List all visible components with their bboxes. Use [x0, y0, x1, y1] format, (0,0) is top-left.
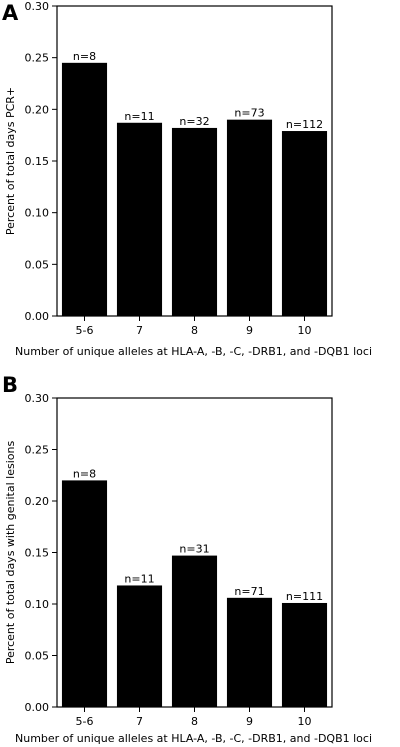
panel-a-bar: [61, 62, 108, 317]
panel-b-xtick-label: 7: [136, 715, 143, 728]
panel-a-ytick-label: 0.15: [25, 155, 50, 168]
panel-b-xtick-label: 10: [298, 715, 312, 728]
panel-a: A 0.00 0.05 0.10 0.15 0.20 0.25 0.30 n=8 5-6 n=11…: [2, 0, 372, 358]
panel-a-label: A: [2, 1, 19, 25]
panel-b-bar-count-label: n=8: [73, 467, 96, 480]
panel-a-bar-count-label: n=8: [73, 50, 96, 63]
panel-b-bar-count-label: n=31: [179, 543, 209, 556]
panel-a-x-axis-title: Number of unique alleles at HLA-A, -B, -…: [15, 345, 372, 358]
panel-b-ytick-label: 0.25: [25, 444, 50, 457]
panel-a-xtick-label: 7: [136, 324, 143, 337]
panel-b-ytick-label: 0.30: [25, 392, 50, 405]
panel-b-ytick-label: 0.15: [25, 547, 50, 560]
panel-a-ytick-label: 0.00: [25, 310, 50, 323]
panel-b-bar: [226, 597, 273, 707]
panel-a-xtick-label: 10: [298, 324, 312, 337]
panel-b-bar: [116, 585, 163, 707]
panel-a-bar: [281, 131, 328, 316]
panel-b-ytick-label: 0.05: [25, 650, 50, 663]
panel-a-xtick-label: 8: [191, 324, 198, 337]
panel-a-ytick-label: 0.05: [25, 258, 50, 271]
panel-a-ytick-label: 0.25: [25, 52, 50, 65]
panel-a-y-axis-title: Percent of total days PCR+: [4, 87, 17, 235]
panel-b-bar: [171, 555, 218, 707]
panel-b-label: B: [2, 373, 18, 397]
panel-b-x-axis-title: Number of unique alleles at HLA-A, -B, -…: [15, 732, 372, 745]
panel-a-xtick-label: 9: [246, 324, 253, 337]
panel-b-xtick-label: 5-6: [76, 715, 94, 728]
panel-b-bar-count-label: n=11: [124, 572, 154, 585]
panel-b-ytick-label: 0.20: [25, 495, 50, 508]
panel-a-bar: [171, 127, 218, 316]
panel-a-bar-count-label: n=112: [286, 118, 323, 131]
panel-a-bar-count-label: n=32: [179, 115, 209, 128]
panel-b-bar-count-label: n=71: [234, 585, 264, 598]
panel-a-ytick-label: 0.30: [25, 0, 50, 13]
panel-a-bar: [226, 119, 273, 317]
panel-a-ytick-label: 0.20: [25, 103, 50, 116]
panel-a-bar-count-label: n=11: [124, 110, 154, 123]
panel-a-xtick-label: 5-6: [76, 324, 94, 337]
panel-a-bar: [116, 122, 163, 317]
panel-b-ytick-label: 0.10: [25, 598, 50, 611]
panel-a-ytick-label: 0.10: [25, 207, 50, 220]
panel-a-bar-count-label: n=73: [234, 107, 264, 120]
panel-b-ytick-label: 0.00: [25, 701, 50, 714]
panel-b-xtick-label: 8: [191, 715, 198, 728]
panel-b-xtick-label: 9: [246, 715, 253, 728]
panel-b-bar: [61, 480, 108, 707]
panel-b: B 0.00 0.05 0.10 0.15 0.20 0.25 0.30 n=8 5-6 n=11…: [2, 373, 372, 745]
panel-b-y-axis-title: Percent of total days with genital lesio…: [4, 441, 17, 665]
panel-b-bar-count-label: n=111: [286, 590, 323, 603]
panel-b-bar: [281, 602, 328, 707]
